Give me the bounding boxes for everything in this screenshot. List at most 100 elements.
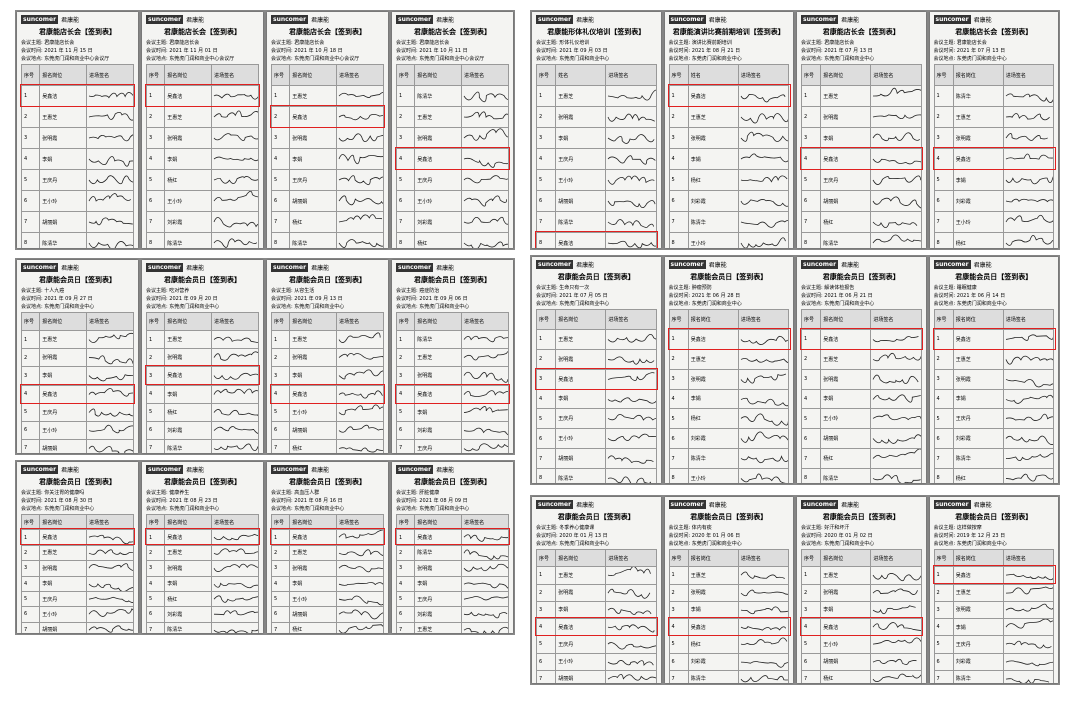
name-cell: 杨红: [289, 438, 338, 453]
signature-stroke: [464, 111, 508, 120]
table-header: 序号 报名岗位 进场签名: [145, 513, 259, 531]
signature-cell: [211, 85, 259, 107]
signature-cell: [605, 669, 657, 683]
signature-cell: [86, 544, 134, 562]
table-header: 序号 报名岗位 进场签名: [395, 513, 509, 531]
signature-cell: [336, 420, 384, 440]
row-number: 3: [933, 127, 954, 149]
meta-topic: 会议主题: 解读体检报告: [801, 285, 855, 291]
signature-stroke: [873, 335, 920, 343]
table-row: 6 刘彩霞: [933, 190, 1055, 212]
signature-cell: [211, 366, 259, 386]
table-row: 1 王惠芝: [668, 566, 790, 585]
row-number: 3: [20, 366, 41, 386]
meta-time: 会议时间: 2021 年 10 月 18 日: [271, 48, 343, 54]
handwritten-signature: [740, 626, 786, 631]
row-number: 4: [668, 148, 689, 170]
sign-in-sheet: suncomer 君康能 君康能店长会【签到表】 会议主题: 君康能店长会 会议时间: …: [392, 12, 513, 248]
row-number: 1: [668, 566, 689, 585]
row-number: 7: [20, 211, 41, 233]
handwritten-signature: [1005, 334, 1053, 341]
row-number: 1: [933, 566, 954, 585]
name-cell: 吴鑫洁: [414, 529, 463, 546]
sign-in-sheet: suncomer 君康能 君康能店长会【签到表】 会议主题: 君康能店长会 会议时间: …: [142, 12, 263, 248]
handwritten-signature: [1005, 640, 1052, 649]
table-header: 序号 报名岗位 进场签名: [535, 548, 657, 568]
meta-topic: 会议主题: 十人九癌: [21, 288, 65, 294]
row-number: 4: [800, 388, 822, 410]
name-cell: 王小玲: [39, 606, 88, 623]
header-cell: 报名岗位: [414, 64, 463, 86]
brand-logo: suncomer: [933, 260, 971, 269]
table-row: 3 张明霞: [270, 127, 384, 149]
row-number: 7: [668, 448, 689, 469]
signature-cell: [1002, 106, 1055, 128]
signature-cell: [211, 348, 259, 368]
signature-cell: [211, 575, 259, 592]
brand: suncomer 君康能: [668, 260, 790, 269]
signature-cell: [336, 544, 384, 562]
name-cell: 胡丽娟: [39, 621, 88, 633]
handwritten-signature: [88, 445, 133, 453]
handwritten-signature: [213, 534, 258, 541]
row-number: 5: [270, 402, 291, 422]
signature-cell: [336, 529, 384, 546]
row-number: 3: [270, 127, 291, 149]
signature-stroke: [214, 610, 258, 616]
header-cell: 姓名: [555, 64, 607, 86]
table-row: 4 李娟: [270, 575, 384, 592]
brand-logo: suncomer: [271, 263, 309, 272]
meta-time: 会议时间: 2019 年 12 月 23 日: [933, 533, 1006, 539]
handwritten-signature: [463, 611, 508, 619]
meta-topic: 会议主题: 形体礼仪培训: [536, 40, 590, 46]
signature-cell: [336, 621, 384, 633]
name-cell: 李娟: [952, 617, 1004, 637]
table-row: 8 陈清华: [800, 232, 922, 248]
row-number: 3: [270, 560, 291, 577]
table-row: 2 张明霞: [800, 106, 922, 128]
meta-time: 会议时间: 2021 年 09 月 20 日: [146, 296, 218, 302]
row-number: 5: [20, 590, 41, 608]
brand-name: 君康能: [841, 502, 860, 509]
header-cell: 报名岗位: [952, 309, 1004, 330]
handwritten-signature: [740, 220, 788, 228]
signature-stroke: [608, 240, 655, 248]
row-number: 1: [20, 85, 41, 107]
handwritten-signature: [1005, 214, 1053, 223]
brand-name: 君康能: [311, 17, 330, 24]
row-number: 3: [800, 368, 822, 390]
signature-cell: [870, 448, 922, 469]
name-cell: 张明霞: [39, 560, 88, 577]
signature-cell: [605, 448, 657, 469]
signature-cell: [737, 328, 790, 350]
row-number: 7: [145, 438, 166, 453]
signature-stroke: [338, 332, 381, 344]
row-number: 6: [535, 428, 557, 450]
table-row: 2 王惠芝: [800, 348, 922, 370]
sign-table: 序号 姓名 进场签名 1 王惠芝 2 张明霞 3 李娟 4 王庆丹 5 王小玲 6 胡丽娟 7 陈清华 8 吴鑫洁: [535, 64, 657, 248]
handwritten-signature: [1005, 198, 1053, 203]
name-cell: 杨红: [164, 590, 213, 608]
signature-cell: [211, 190, 259, 212]
table-row: 3 吴鑫洁: [145, 366, 259, 386]
meta-topic: 会议主题: 睡眠健康: [933, 285, 977, 291]
sign-in-sheet: suncomer 君康能 君康能会员日【签到表】 会议主题: 这样做按摩 会议时间: 2…: [929, 497, 1058, 683]
table-row: 5 王小玲: [800, 635, 922, 654]
table-row: 8 吴鑫洁: [535, 232, 657, 248]
table-row: 4 李娟: [395, 575, 509, 592]
signature-stroke: [463, 195, 508, 207]
table-row: 1 王惠芝: [145, 330, 259, 350]
header-cell: 报名岗位: [164, 311, 213, 332]
handwritten-signature: [463, 335, 508, 343]
handwritten-signature: [608, 476, 652, 483]
signature-stroke: [608, 396, 655, 404]
table-row: 5 李娟: [395, 402, 509, 422]
table-row: 3 张明霞: [145, 127, 259, 149]
row-number: 3: [933, 368, 954, 390]
meta-place: 会议地点: 东莞虎门润和商业中心: [536, 56, 610, 62]
table-row: 8 杨红: [395, 232, 509, 248]
row-number: 5: [395, 590, 416, 608]
signature-cell: [211, 169, 259, 191]
table-row: 7 陈清华: [145, 438, 259, 453]
table-row: 3 张明霞: [395, 127, 509, 149]
